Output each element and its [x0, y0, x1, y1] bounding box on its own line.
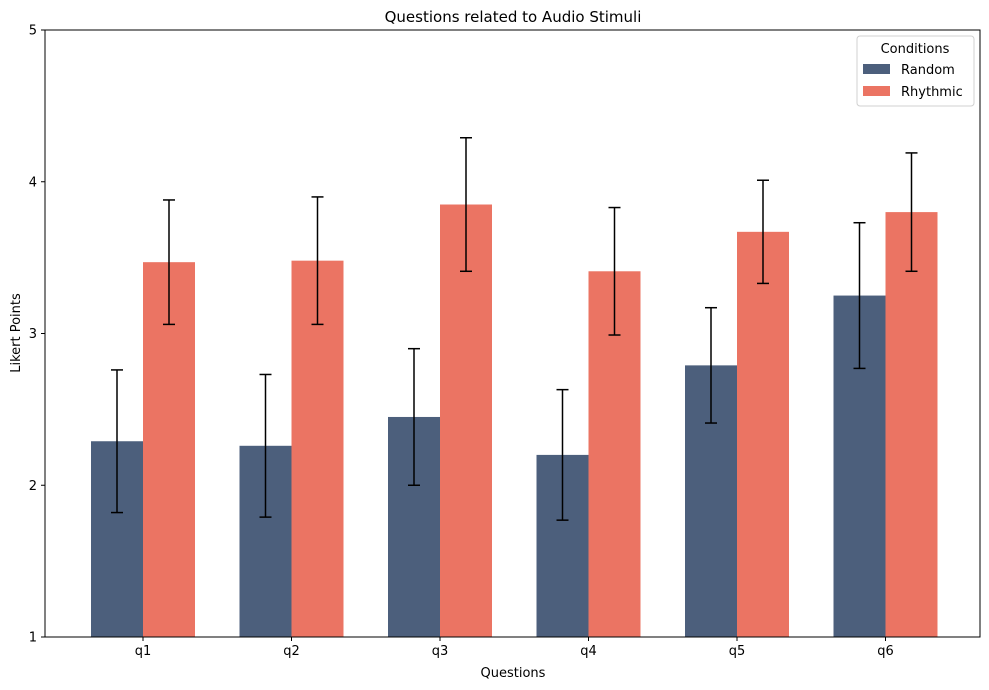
legend-title: Conditions: [881, 42, 950, 57]
bar-rhythmic-q6: [885, 212, 938, 637]
legend-label-random: Random: [901, 63, 955, 78]
error-bar-random-q6: [853, 221, 866, 370]
error-bar-random-q2: [259, 373, 272, 518]
y-tick-label: 2: [29, 479, 37, 494]
bar-rhythmic-q3: [440, 204, 492, 637]
error-bar-random-q5: [705, 306, 717, 424]
x-axis: q1 q2 q3 q4 q5 q6: [135, 637, 894, 659]
error-bar-rhythmic-q5: [757, 179, 769, 285]
x-tick-label: q1: [135, 644, 152, 659]
x-tick-label: q4: [580, 644, 597, 659]
bar-rhythmic-q5: [737, 231, 789, 637]
y-tick-label: 1: [29, 631, 37, 646]
plot-area: [91, 136, 938, 637]
y-tick-label: 3: [29, 327, 37, 342]
error-bar-rhythmic-q4: [608, 206, 621, 336]
error-bar-rhythmic-q2: [311, 196, 324, 326]
chart-title: Questions related to Audio Stimuli: [385, 8, 642, 26]
legend-swatch-rhythmic: [863, 86, 890, 96]
error-bar-random-q3: [408, 347, 420, 486]
x-axis-label: Questions: [481, 666, 546, 681]
x-tick-label: q5: [729, 644, 746, 659]
y-tick-label: 4: [29, 175, 37, 190]
y-tick-label: 5: [29, 24, 37, 39]
x-tick-label: q3: [432, 644, 449, 659]
y-axis: 1 2 3 4 5: [29, 24, 45, 646]
error-bar-rhythmic-q1: [163, 199, 175, 326]
legend-swatch-random: [863, 64, 890, 74]
legend: Conditions Random Rhythmic: [856, 35, 975, 107]
error-bar-rhythmic-q3: [460, 136, 472, 273]
error-bar-rhythmic-q6: [905, 152, 918, 273]
error-bar-random-q1: [111, 369, 123, 514]
legend-label-rhythmic: Rhythmic: [901, 85, 963, 100]
x-tick-label: q2: [283, 644, 300, 659]
y-axis-label: Likert Points: [9, 293, 24, 373]
x-tick-label: q6: [877, 644, 894, 659]
error-bar-random-q4: [556, 388, 569, 521]
